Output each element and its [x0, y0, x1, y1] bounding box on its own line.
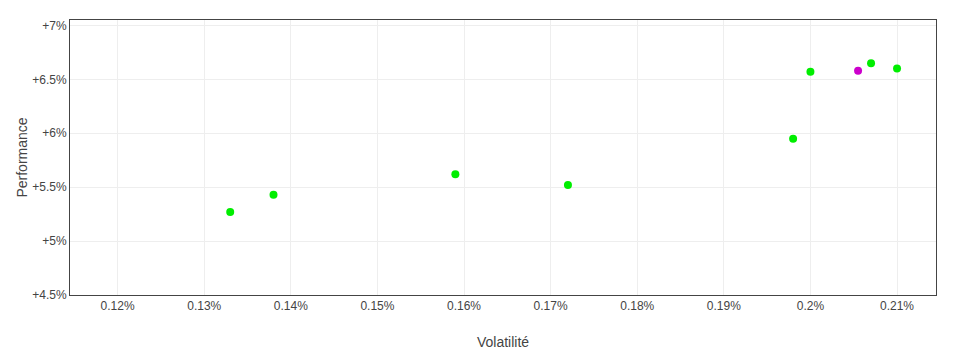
- svg-text:0.2%: 0.2%: [797, 299, 825, 313]
- svg-text:+5.5%: +5.5%: [32, 180, 67, 194]
- svg-text:+4.5%: +4.5%: [32, 288, 67, 302]
- svg-text:0.16%: 0.16%: [447, 299, 481, 313]
- svg-text:0.13%: 0.13%: [187, 299, 221, 313]
- svg-text:+5%: +5%: [42, 234, 67, 248]
- svg-text:0.15%: 0.15%: [360, 299, 394, 313]
- svg-text:0.21%: 0.21%: [880, 299, 914, 313]
- svg-text:+6.5%: +6.5%: [32, 73, 67, 87]
- svg-text:0.18%: 0.18%: [620, 299, 654, 313]
- svg-text:+7%: +7%: [42, 19, 67, 33]
- svg-text:0.19%: 0.19%: [707, 299, 741, 313]
- svg-text:0.12%: 0.12%: [101, 299, 135, 313]
- svg-text:+6%: +6%: [42, 126, 67, 140]
- svg-text:Performance: Performance: [14, 117, 30, 197]
- svg-text:0.17%: 0.17%: [534, 299, 568, 313]
- svg-text:0.14%: 0.14%: [274, 299, 308, 313]
- svg-text:Volatilité: Volatilité: [477, 334, 529, 350]
